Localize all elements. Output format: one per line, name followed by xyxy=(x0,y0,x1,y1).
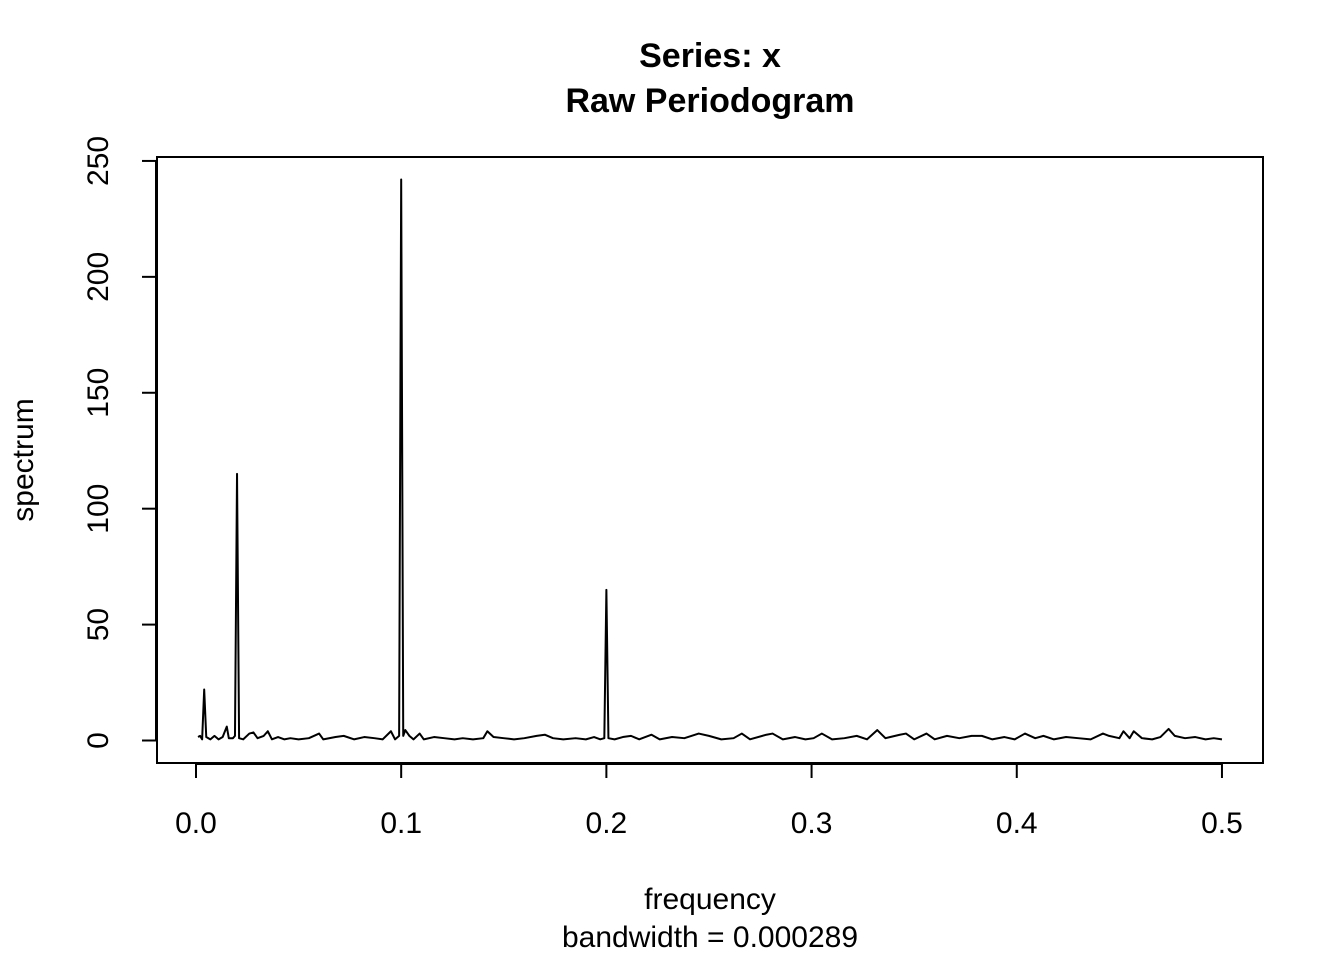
y-axis-title: spectrum xyxy=(7,398,40,521)
plot-frame xyxy=(156,156,1264,764)
chart-subtitle: Raw Periodogram xyxy=(565,82,854,120)
chart-title: Series: x xyxy=(639,37,781,75)
x-tick-label: 0.1 xyxy=(380,807,422,840)
y-tick-label: 200 xyxy=(82,252,115,302)
y-tick-label: 0 xyxy=(82,732,115,749)
x-tick-label: 0.0 xyxy=(175,807,217,840)
y-tick-label: 250 xyxy=(82,136,115,186)
x-tick-label: 0.3 xyxy=(791,807,833,840)
x-tick-label: 0.4 xyxy=(996,807,1038,840)
x-tick-label: 0.5 xyxy=(1201,807,1243,840)
y-tick-label: 100 xyxy=(82,484,115,534)
spectrum-line xyxy=(197,178,1223,741)
y-tick-label: 50 xyxy=(82,608,115,641)
x-tick-label: 0.2 xyxy=(586,807,628,840)
x-axis-subtitle: bandwidth = 0.000289 xyxy=(562,921,858,954)
x-axis-title: frequency xyxy=(644,883,776,916)
y-tick-label: 150 xyxy=(82,368,115,418)
